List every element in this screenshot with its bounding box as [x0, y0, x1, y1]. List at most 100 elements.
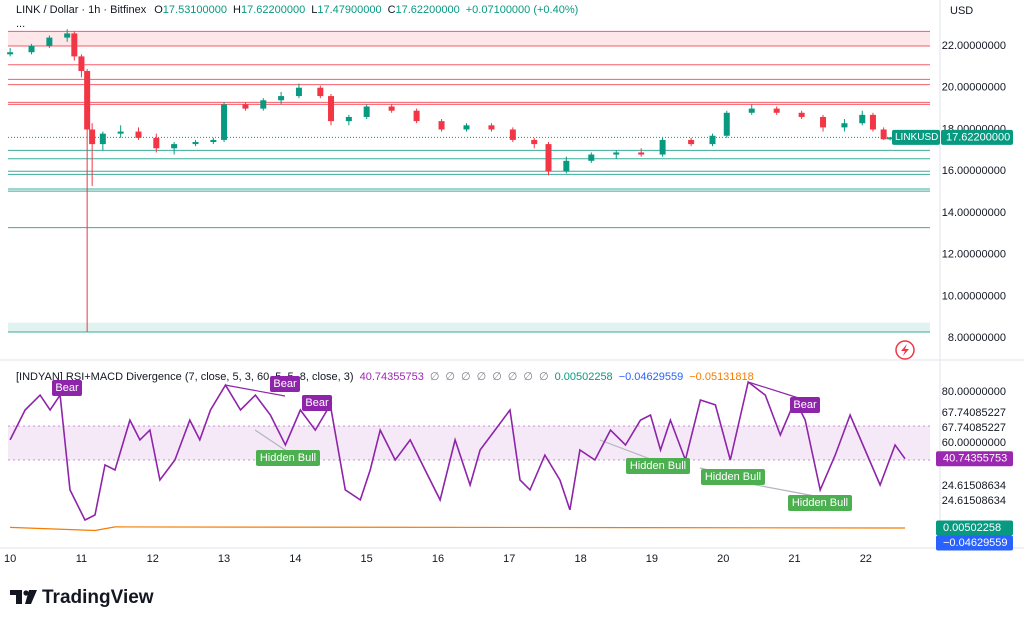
x-tick-label: 20 — [717, 553, 729, 565]
annotation: Hidden Bull — [792, 497, 848, 509]
x-tick-label: 18 — [574, 553, 586, 565]
x-tick-label: 11 — [76, 553, 87, 565]
candle-body — [841, 123, 848, 128]
value-tag: 0.00502258 — [943, 522, 1001, 534]
value-tag: −0.04629559 — [943, 537, 1008, 549]
candle-body — [363, 106, 370, 117]
candle-body — [99, 133, 106, 145]
annotation-bg — [52, 380, 82, 396]
candle-body — [563, 160, 570, 172]
candle-body — [688, 139, 695, 145]
candle-body — [488, 125, 495, 130]
annotation: Hidden Bull — [630, 460, 686, 472]
y-tick-label: 10.00000000 — [942, 290, 1006, 302]
divergence-line — [254, 429, 289, 453]
indicator-value: ∅ — [477, 371, 487, 383]
header-legend: LINK / Dollar · 1h · Bitfinex O17.5310000… — [16, 4, 578, 16]
indicator-value: ∅ — [539, 371, 549, 383]
annotation: Hidden Bull — [260, 452, 316, 464]
change: +0.07100000 (+0.40%) — [466, 4, 579, 16]
indicator-value: 0.00502258 — [555, 371, 613, 383]
candle-body — [709, 135, 716, 145]
candle-body — [820, 116, 827, 128]
y-tick-label: 20.00000000 — [942, 82, 1006, 94]
candle-body — [880, 129, 887, 140]
price-tag-value: 17.62200000 — [946, 131, 1010, 143]
indicator-value: ∅ — [523, 371, 533, 383]
indicator-value: ∅ — [445, 371, 455, 383]
annotation-bg — [788, 495, 852, 511]
indicator-value: ∅ — [430, 371, 440, 383]
x-tick-label: 15 — [361, 553, 373, 565]
candle-body — [723, 112, 730, 136]
ohlc-value: 17.53100000 — [163, 4, 227, 16]
annotation: Bear — [305, 397, 329, 409]
x-tick-label: 13 — [218, 553, 230, 565]
indicator-line — [10, 526, 906, 532]
candle-body — [613, 152, 620, 155]
candle-body — [89, 129, 96, 145]
candle-body — [859, 114, 866, 124]
annotation-bg — [701, 469, 765, 485]
candle-body — [545, 144, 552, 172]
y-tick-label: 22.00000000 — [942, 40, 1006, 52]
x-tick-label: 12 — [147, 553, 159, 565]
candle-body — [588, 154, 595, 161]
indicator-line — [9, 380, 906, 522]
icon-bolt — [901, 344, 909, 356]
indicator-value: −0.04629559 — [619, 371, 684, 383]
logo-shape — [10, 590, 22, 604]
alert-icon[interactable] — [895, 340, 915, 360]
candle-body — [388, 106, 395, 111]
logo-dot — [23, 590, 29, 596]
annotation: Bear — [273, 378, 297, 390]
candle-body — [509, 129, 516, 140]
candle-body — [438, 121, 445, 130]
candle-body — [531, 139, 538, 145]
indicator-title: [INDYAN] RSI+MACD Divergence (7, close, … — [16, 371, 354, 383]
annotation-bg — [302, 395, 332, 411]
candle-body — [869, 114, 876, 130]
value-tag-bg — [936, 535, 1013, 551]
currency[interactable]: USD — [950, 5, 973, 17]
ohlc-key: L — [311, 4, 317, 16]
x-tick-label: 14 — [289, 553, 301, 565]
candle-body — [773, 108, 780, 113]
candle-body — [171, 144, 178, 149]
x-tick-label: 21 — [788, 553, 800, 565]
value-tag-bg — [936, 451, 1013, 467]
more-button[interactable]: ... — [16, 18, 25, 30]
candle-body — [117, 131, 124, 134]
value-tag-bg — [936, 520, 1013, 536]
candle-body — [78, 56, 85, 72]
candle-body — [328, 96, 335, 122]
candle-body — [210, 139, 217, 143]
candle-body — [638, 152, 645, 155]
y-tick-label: 24.61508634 — [942, 495, 1006, 507]
ohlc-value: 17.47900000 — [317, 4, 381, 16]
candle-body — [242, 104, 249, 109]
indicator-value: ∅ — [492, 371, 502, 383]
candle-body — [84, 71, 91, 130]
y-tick-label: 12.00000000 — [942, 249, 1006, 261]
level-band — [8, 322, 930, 333]
y-tick-label: 8.00000000 — [948, 332, 1006, 344]
indicator-value: ∅ — [461, 371, 471, 383]
annotation-bg — [270, 376, 300, 392]
level-band — [8, 31, 930, 46]
indicator-value: −0.05131818 — [689, 371, 754, 383]
candle-body — [221, 104, 228, 140]
candle-body — [345, 116, 352, 122]
candle-body — [317, 87, 324, 97]
candle-body — [463, 125, 470, 130]
ohlc-key: C — [388, 4, 396, 16]
candle-body — [153, 137, 160, 149]
ohlc-key: O — [154, 4, 163, 16]
price-tag-name: LINKUSD — [895, 132, 938, 143]
x-tick-label: 19 — [646, 553, 658, 565]
ohlc-value: 17.62200000 — [241, 4, 305, 16]
annotation-bg — [256, 450, 320, 466]
candle-body — [748, 108, 755, 113]
